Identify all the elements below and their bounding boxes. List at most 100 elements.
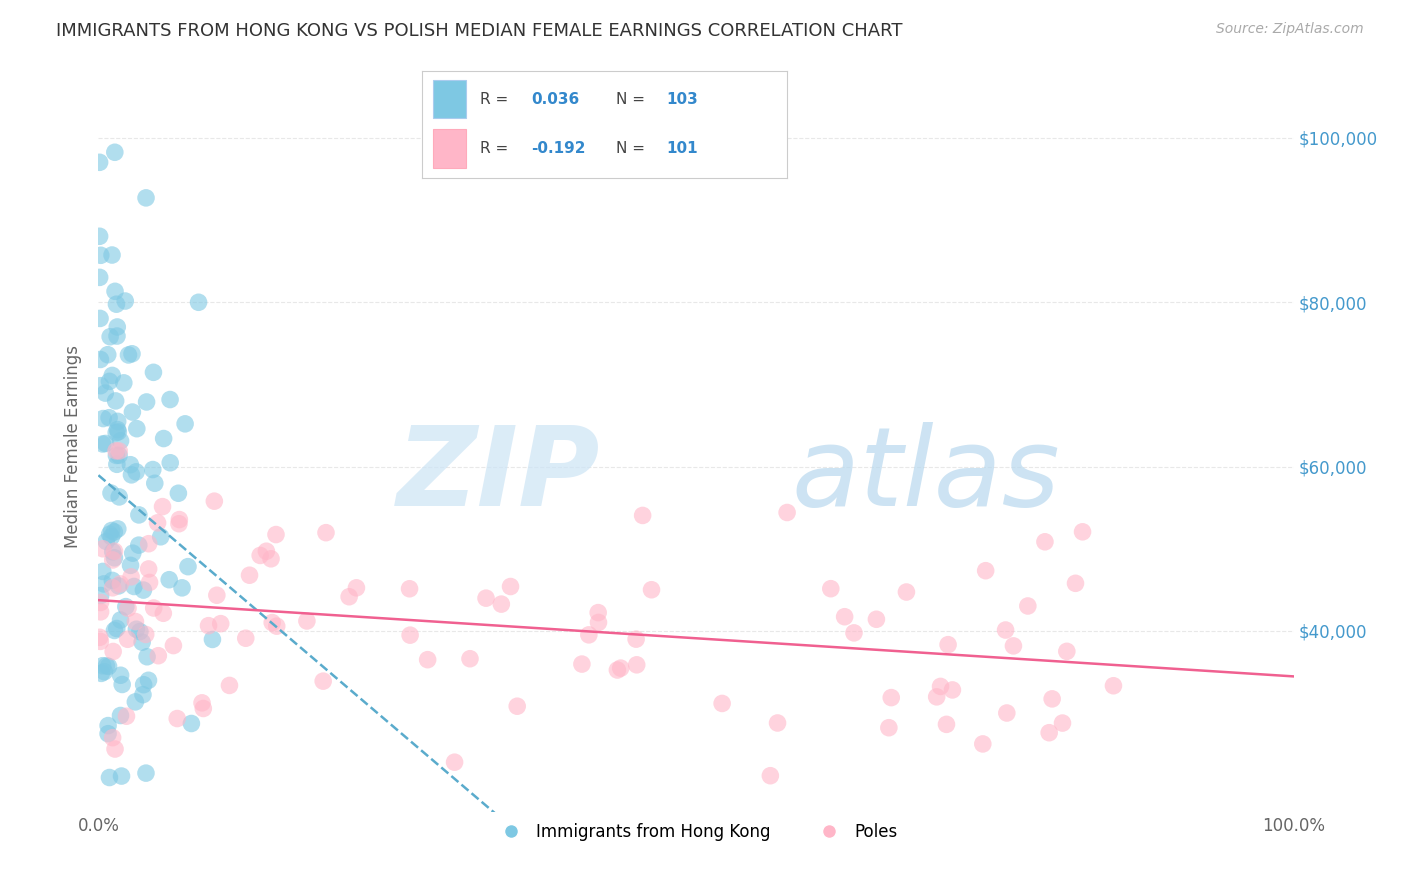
Text: N =: N = [616, 92, 644, 107]
Point [124, 695, 146, 709]
Point [1038, 725, 1060, 739]
Point [135, 766, 157, 780]
Point [108, 448, 131, 462]
Text: Source: ZipAtlas.com: Source: ZipAtlas.com [1216, 22, 1364, 37]
Point [834, 609, 856, 624]
Point [101, 581, 124, 595]
Point [112, 376, 135, 390]
Point [936, 638, 959, 652]
Point [1056, 644, 1078, 658]
Point [100, 486, 122, 500]
Point [169, 512, 191, 526]
Point [475, 591, 498, 606]
Point [174, 417, 197, 431]
Point [842, 626, 865, 640]
Point [128, 508, 150, 522]
Point [131, 635, 153, 649]
Point [209, 616, 232, 631]
Point [1071, 524, 1094, 539]
Point [974, 564, 997, 578]
Point [588, 615, 610, 630]
Point [624, 632, 647, 647]
Point [105, 458, 128, 472]
Point [125, 422, 148, 436]
Point [100, 524, 122, 538]
Point [125, 465, 148, 479]
Bar [433, 129, 465, 168]
Text: N =: N = [616, 141, 644, 156]
Point [103, 544, 125, 558]
Point [416, 653, 439, 667]
Point [91, 658, 114, 673]
Point [776, 506, 799, 520]
Point [177, 559, 200, 574]
Point [98, 410, 121, 425]
Point [135, 627, 157, 641]
Text: -0.192: -0.192 [531, 141, 586, 156]
Point [399, 628, 422, 642]
Point [142, 462, 165, 476]
Point [104, 285, 127, 299]
Text: R =: R = [481, 141, 509, 156]
Point [122, 580, 145, 594]
Point [101, 574, 124, 588]
Point [97, 348, 120, 362]
Point [97, 718, 120, 732]
Point [105, 297, 128, 311]
Point [107, 414, 129, 428]
Point [941, 682, 963, 697]
Point [1102, 679, 1125, 693]
Point [90, 666, 112, 681]
Point [90, 589, 112, 603]
Point [1040, 691, 1063, 706]
Point [159, 392, 181, 407]
Point [115, 599, 138, 614]
Point [98, 527, 121, 541]
Text: 103: 103 [666, 92, 699, 107]
Point [201, 632, 224, 647]
Point [929, 680, 952, 694]
Point [571, 657, 593, 671]
Point [191, 696, 214, 710]
Point [91, 437, 114, 451]
Point [143, 476, 166, 491]
Point [93, 577, 115, 591]
Text: atlas: atlas [792, 422, 1060, 529]
Text: IMMIGRANTS FROM HONG KONG VS POLISH MEDIAN FEMALE EARNINGS CORRELATION CHART: IMMIGRANTS FROM HONG KONG VS POLISH MEDI… [56, 22, 903, 40]
Point [162, 639, 184, 653]
Point [117, 632, 139, 647]
Point [972, 737, 994, 751]
Point [121, 347, 143, 361]
Point [149, 530, 172, 544]
Point [105, 320, 128, 334]
Point [159, 456, 181, 470]
Point [295, 614, 318, 628]
Point [110, 434, 132, 448]
Point [1017, 599, 1039, 613]
Point [346, 581, 368, 595]
Point [128, 538, 150, 552]
Point [94, 386, 117, 401]
Point [132, 583, 155, 598]
Point [101, 545, 124, 559]
Point [167, 516, 190, 531]
Point [166, 712, 188, 726]
Point [110, 708, 132, 723]
Point [105, 449, 128, 463]
Point [626, 657, 648, 672]
Point [312, 674, 335, 689]
Point [110, 613, 132, 627]
Point [117, 601, 139, 615]
Point [110, 668, 132, 682]
Point [89, 311, 111, 326]
Point [193, 701, 215, 715]
Point [197, 618, 219, 632]
Point [124, 615, 146, 629]
Point [107, 423, 129, 437]
Point [202, 494, 225, 508]
Point [167, 486, 190, 500]
Point [90, 248, 112, 262]
Point [148, 648, 170, 663]
Point [121, 546, 143, 560]
Point [96, 534, 118, 549]
